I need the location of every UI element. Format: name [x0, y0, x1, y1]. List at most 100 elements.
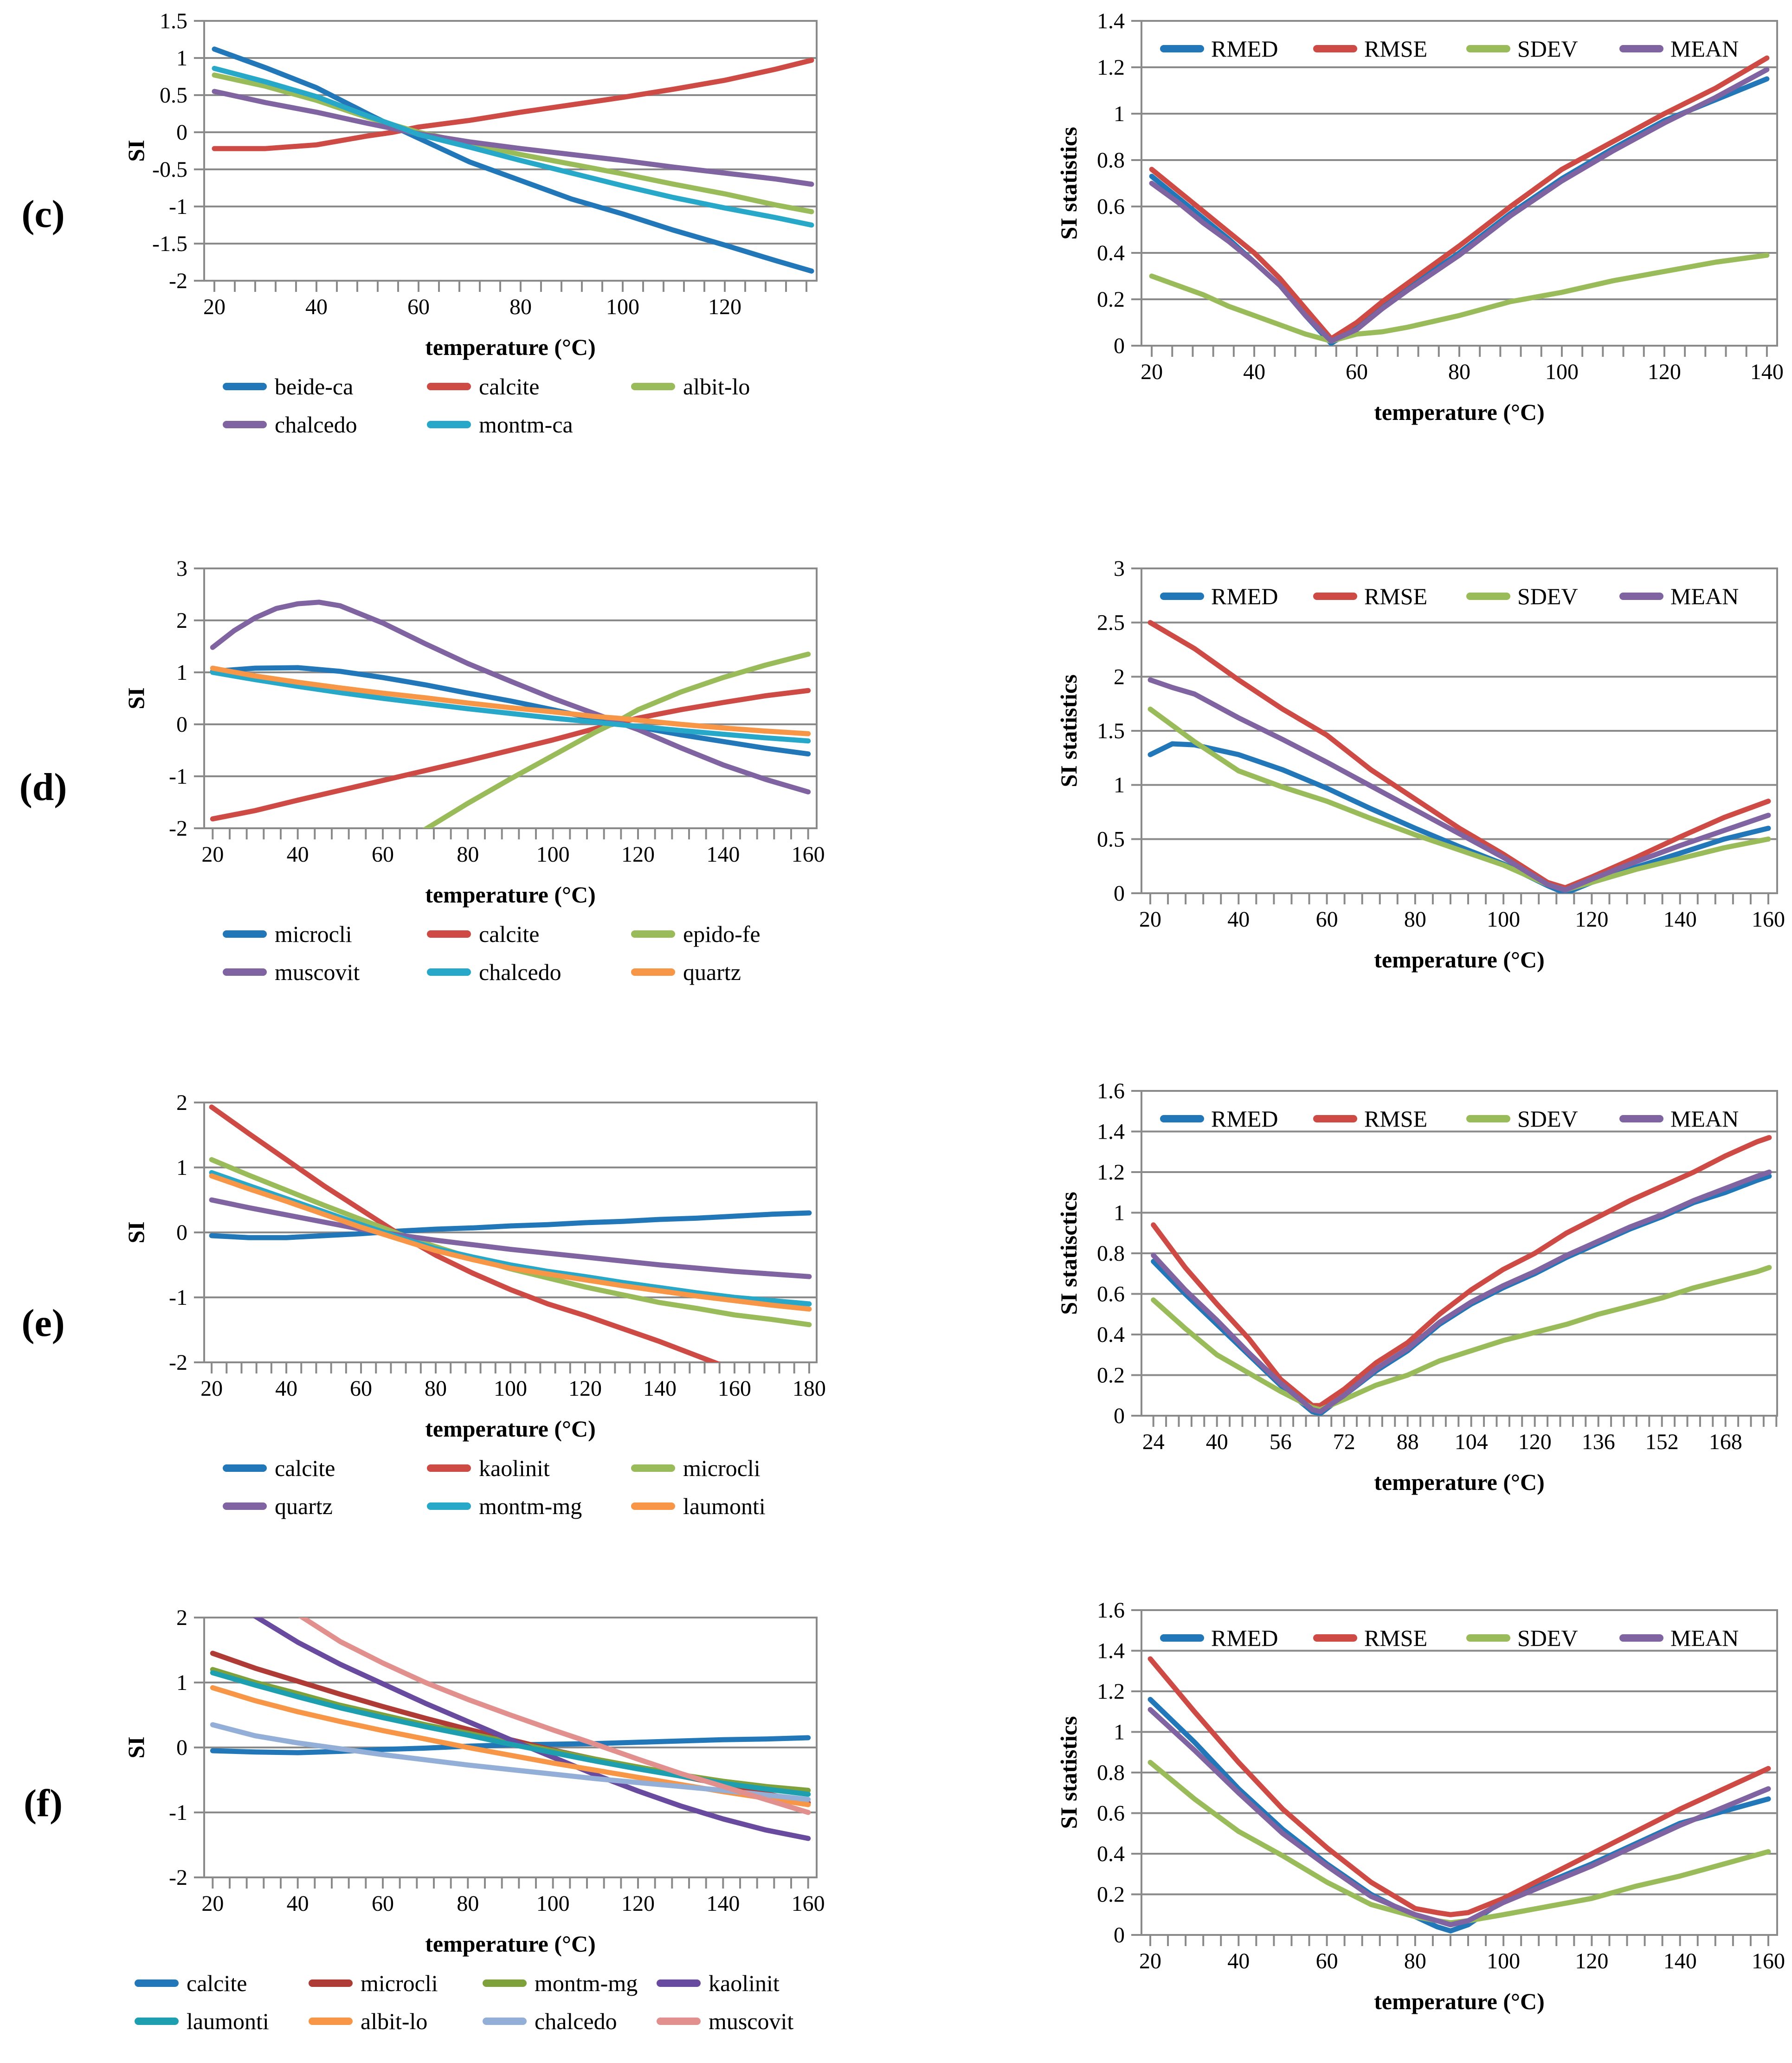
- series-line-RMSE: [1147, 1656, 1771, 1917]
- legend-swatch-montm-ca: [427, 421, 471, 428]
- legend-label-albit-lo: albit-lo: [361, 2008, 427, 2034]
- x-tick-label: 140: [706, 1891, 740, 1916]
- y-tick-label: -2: [169, 269, 187, 293]
- x-tick-label: 80: [509, 295, 532, 319]
- chart-c-si-vs-temperature: 20 40 60 80 100 120 -2 -1.5 -1 -0.5 0 0.5 1 1.5 temper…: [111, 0, 835, 469]
- series-lines: [209, 1104, 812, 1362]
- x-tick-label: 60: [1346, 360, 1368, 384]
- x-tick-label: 100: [536, 1891, 570, 1916]
- legend-item-calcite: calcite: [427, 374, 539, 400]
- legend-item-RMED: RMED: [1160, 36, 1278, 62]
- tick-labels: 24 40 56 72 88 104 120 136 152 168 0 0.2 0.4 0.6 0.8 1 1…: [1097, 1079, 1742, 1454]
- legend-item-quartz: quartz: [631, 959, 741, 985]
- y-tick-label: 3: [1114, 556, 1125, 581]
- row-label-f: (f): [24, 1782, 63, 1825]
- legend-swatch-calcite: [427, 383, 471, 390]
- y-tick-label: 1: [176, 46, 187, 71]
- legend-label-RMSE: RMSE: [1364, 36, 1427, 62]
- legend-label-calcite: calcite: [275, 1455, 335, 1481]
- x-tick-label: 104: [1455, 1430, 1488, 1454]
- x-tick-label: 120: [1575, 1949, 1608, 1973]
- y-tick-label: 0.5: [1097, 827, 1125, 851]
- series-line-chalcedo: [210, 670, 811, 744]
- y-tick-label: 1.6: [1097, 1079, 1125, 1103]
- c-left-svg: 20 40 60 80 100 120 -2 -1.5 -1 -0.5 0 0.5 1 1.5 temper…: [123, 9, 818, 438]
- y-tick-label: 0: [176, 712, 187, 737]
- chart-e-si-vs-temperature: 20 40 60 80 100 120 140 160 180 -2 -1 0 1 2 temperatur…: [111, 1082, 835, 1550]
- series-lines: [1149, 55, 1770, 346]
- y-tick-label: -1: [169, 194, 187, 219]
- x-tick-label: 72: [1333, 1430, 1355, 1454]
- legend-swatch-muscovit: [223, 968, 267, 976]
- tick-labels: 20 40 60 80 100 120 140 160 0 0.5 1 1.5 2 2.5 3: [1097, 556, 1785, 932]
- x-tick-label: 20: [203, 295, 226, 319]
- y-tick-label: -1.5: [152, 232, 187, 256]
- x-tick-label: 120: [1575, 907, 1608, 932]
- legend-item-calcite: calcite: [135, 1970, 247, 1996]
- y-tick-label: 2: [176, 1090, 187, 1115]
- legend-swatch-MEAN: [1619, 1634, 1663, 1642]
- legend-item-SDEV: SDEV: [1466, 36, 1578, 62]
- legend-swatch-quartz: [631, 968, 675, 976]
- legend-swatch-MEAN: [1619, 593, 1663, 600]
- legend-item-SDEV: SDEV: [1466, 1625, 1578, 1651]
- legend-label-muscovit: muscovit: [709, 2008, 793, 2034]
- y-tick-label: 0.4: [1097, 1842, 1125, 1866]
- legend-swatch-laumonti: [631, 1502, 675, 1510]
- chart-d-si-statistics: 20 40 60 80 100 120 140 160 0 0.5 1 1.5 2 2.5 3 tempera…: [1044, 548, 1792, 991]
- legend: RMED RMSE SDEV MEAN: [1160, 1106, 1739, 1132]
- legend-item-RMED: RMED: [1160, 583, 1278, 609]
- legend-item-MEAN: MEAN: [1619, 36, 1739, 62]
- legend-swatch-SDEV: [1466, 1115, 1510, 1122]
- legend-swatch-MEAN: [1619, 1115, 1663, 1122]
- legend-item-microcli: microcli: [631, 1455, 761, 1481]
- legend-label-quartz: quartz: [683, 959, 741, 985]
- legend-label-chalcedo: chalcedo: [479, 959, 561, 985]
- e-left-svg: 20 40 60 80 100 120 140 160 180 -2 -1 0 1 2 temperatur…: [123, 1090, 826, 1519]
- legend-label-muscovit: muscovit: [275, 959, 360, 985]
- y-tick-label: 0.6: [1097, 194, 1125, 219]
- series-lines: [212, 46, 814, 274]
- series-line-quartz: [209, 1197, 812, 1279]
- y-axis-title: SI statisctics: [1056, 1192, 1082, 1315]
- x-tick-label: 100: [1487, 907, 1520, 932]
- legend-label-calcite: calcite: [479, 921, 539, 947]
- legend-label-RMSE: RMSE: [1364, 583, 1427, 609]
- y-tick-label: 1: [176, 1155, 187, 1180]
- legend-label-microcli: microcli: [275, 921, 352, 947]
- x-tick-label: 24: [1142, 1430, 1165, 1454]
- x-tick-label: 60: [1316, 907, 1338, 932]
- x-tick-label: 40: [287, 842, 309, 867]
- y-tick-label: 1: [1114, 1720, 1125, 1745]
- legend-label-montm-mg: montm-mg: [535, 1970, 638, 1996]
- chart-f-si-statistics: 20 40 60 80 100 120 140 160 0 0.2 0.4 0.6 0.8 1 1.2 1.4…: [1044, 1589, 1792, 2032]
- legend-label-RMSE: RMSE: [1364, 1106, 1427, 1132]
- series-line-MEAN: [1151, 1169, 1772, 1414]
- legend-label-albit-lo: albit-lo: [683, 374, 750, 400]
- series-lines: [1147, 620, 1771, 893]
- legend-swatch-RMSE: [1313, 1634, 1357, 1642]
- series-lines: [210, 1618, 811, 1841]
- x-tick-label: 20: [201, 1891, 224, 1916]
- legend-item-MEAN: MEAN: [1619, 1106, 1739, 1132]
- legend-swatch-kaolinit: [657, 1979, 701, 1987]
- row-label-e: (e): [21, 1302, 65, 1345]
- x-tick-label: 40: [287, 1891, 309, 1916]
- series-lines: [1151, 1135, 1772, 1416]
- legend-item-kaolinit: kaolinit: [427, 1455, 550, 1481]
- x-axis-title: temperature (°C): [1374, 1988, 1545, 2014]
- x-axis-title: temperature (°C): [425, 334, 596, 360]
- x-tick-label: 120: [1518, 1430, 1552, 1454]
- x-tick-label: 40: [1206, 1430, 1228, 1454]
- x-tick-label: 100: [1487, 1949, 1520, 1973]
- legend-item-RMSE: RMSE: [1313, 1625, 1427, 1651]
- y-tick-label: 0.2: [1097, 287, 1125, 312]
- y-tick-label: 2: [176, 1605, 187, 1630]
- x-tick-label: 120: [621, 842, 655, 867]
- legend-swatch-montm-mg: [427, 1502, 471, 1510]
- y-tick-label: 0: [1114, 1923, 1125, 1947]
- y-axis-title: SI: [123, 1736, 149, 1758]
- legend-swatch-RMED: [1160, 45, 1204, 52]
- y-tick-label: 1.4: [1097, 1639, 1125, 1663]
- x-tick-label: 100: [536, 842, 570, 867]
